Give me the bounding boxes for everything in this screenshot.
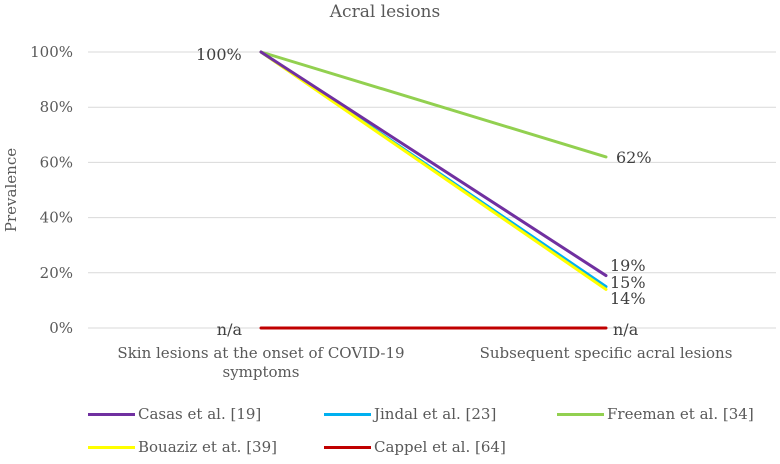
y-tick-label-0: 0% <box>49 319 73 337</box>
data-label-4-1: n/a <box>613 320 639 339</box>
y-tick-label-40: 40% <box>40 209 73 227</box>
x-tick-label-1-0: Subsequent specific acral lesions <box>480 344 733 362</box>
x-tick-label-0-1: symptoms <box>223 363 300 381</box>
legend-item-freeman: Freeman et al. [34] <box>557 405 754 423</box>
chart-title: Acral lesions <box>329 2 441 22</box>
legend-label-casas: Casas et al. [19] <box>138 405 262 423</box>
legend-swatch-bouaziz <box>88 445 135 449</box>
series-line-3 <box>259 50 608 291</box>
y-tick-label-20: 20% <box>40 264 73 282</box>
data-label-1-1: 15% <box>610 273 646 292</box>
y-tick-label-100: 100% <box>30 43 73 61</box>
legend-label-cappel: Cappel et al. [64] <box>374 438 506 456</box>
data-label-0-0: 100% <box>196 45 242 64</box>
data-label-4-0: n/a <box>217 320 243 339</box>
data-label-2-1: 62% <box>616 148 652 167</box>
legend-item-bouaziz: Bouaziz et at. [39] <box>88 438 277 456</box>
data-label-3-1: 14% <box>610 289 646 308</box>
legend-label-bouaziz: Bouaziz et at. [39] <box>138 438 277 456</box>
y-tick-label-60: 60% <box>40 153 73 171</box>
legend-swatch-casas <box>88 412 135 416</box>
legend-item-cappel: Cappel et al. [64] <box>324 438 506 456</box>
series-line-2 <box>259 50 608 159</box>
legend-swatch-freeman <box>557 412 604 416</box>
legend-label-jindal: Jindal et al. [23] <box>374 405 497 423</box>
y-tick-label-80: 80% <box>40 98 73 116</box>
legend-swatch-cappel <box>324 445 371 449</box>
y-axis-label: Prevalence <box>2 148 20 232</box>
series-line-0 <box>259 50 608 278</box>
legend-label-freeman: Freeman et al. [34] <box>607 405 754 423</box>
legend-item-jindal: Jindal et al. [23] <box>324 405 496 423</box>
x-tick-label-0-0: Skin lesions at the onset of COVID-19 <box>117 344 404 362</box>
legend-item-casas: Casas et al. [19] <box>88 405 261 423</box>
data-label-0-1: 19% <box>610 256 646 275</box>
legend: Casas et al. [19] Jindal et al. [23] Fre… <box>0 400 780 464</box>
legend-swatch-jindal <box>324 412 371 416</box>
